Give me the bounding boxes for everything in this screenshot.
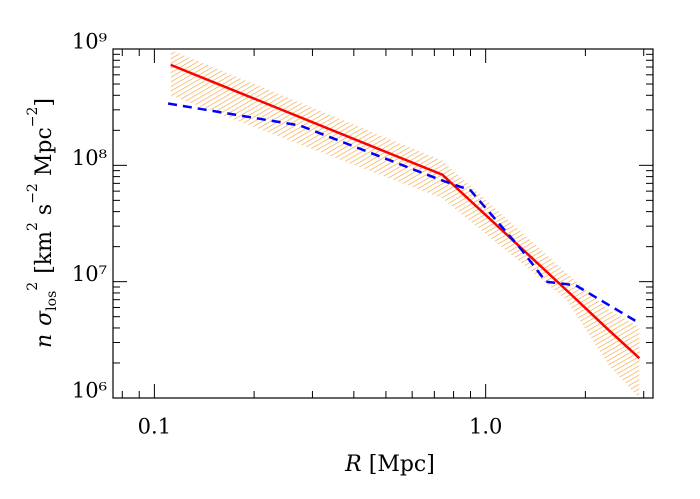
- plot-area: [167, 50, 641, 399]
- y-axis-label: nσlos2[km2s−2Mpc−2]: [25, 98, 60, 348]
- x-axis-label: R [Mpc]: [344, 452, 435, 477]
- data-line: [170, 63, 641, 360]
- x-tick-label: 0.1: [138, 415, 171, 439]
- y-label-part: −2: [25, 107, 41, 128]
- x-label-unit: [Mpc]: [369, 452, 435, 477]
- y-label-part: −2: [25, 183, 41, 204]
- y-label-part: 2: [25, 222, 41, 231]
- y-label-part: s: [32, 204, 57, 215]
- data-line: [167, 102, 640, 325]
- x-label-var: R: [344, 452, 362, 477]
- y-label-part: σ: [32, 310, 57, 326]
- y-tick-label: 10⁸: [72, 146, 107, 170]
- x-tick-label: 1.0: [469, 415, 502, 439]
- plot-frame: [112, 48, 654, 399]
- y-tick-label: 10⁷: [72, 262, 107, 286]
- uncertainty-band: [170, 50, 640, 399]
- y-label-part: los: [44, 291, 60, 311]
- y-tick-label: 10⁹: [72, 30, 107, 54]
- y-label-part: n: [32, 334, 57, 348]
- y-label-part: 2: [25, 282, 41, 291]
- y-label-part: Mpc: [32, 127, 57, 176]
- y-tick-label: 10⁶: [72, 379, 107, 403]
- y-label-part: [km: [32, 231, 57, 274]
- y-label-part: ]: [32, 98, 57, 107]
